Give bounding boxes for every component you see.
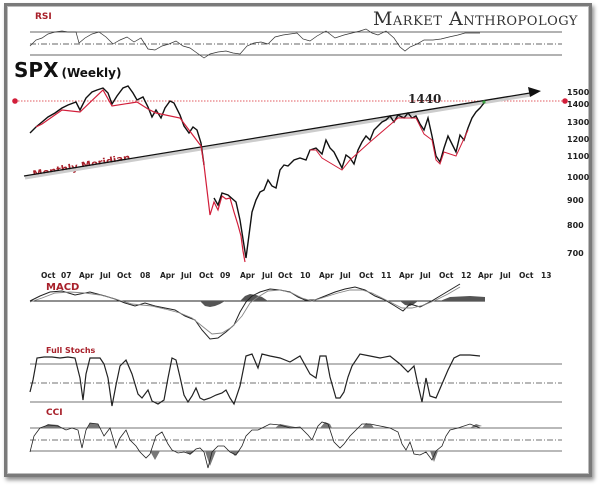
svg-text:08: 08 bbox=[140, 271, 150, 280]
svg-text:11: 11 bbox=[381, 271, 391, 280]
svg-text:Oct: Oct bbox=[278, 271, 293, 280]
svg-text:900: 900 bbox=[567, 196, 584, 205]
svg-text:1400: 1400 bbox=[567, 100, 590, 109]
macd-label: MACD bbox=[46, 282, 80, 293]
svg-text:1300: 1300 bbox=[567, 118, 590, 127]
svg-text:Jul: Jul bbox=[180, 271, 192, 280]
macd-panel bbox=[29, 283, 485, 340]
svg-text:1200: 1200 bbox=[567, 135, 590, 144]
svg-text:Jul: Jul bbox=[99, 271, 111, 280]
svg-text:13: 13 bbox=[541, 271, 551, 280]
svg-text:Apr: Apr bbox=[240, 271, 255, 280]
svg-text:Apr: Apr bbox=[399, 271, 414, 280]
level-label: 1440 bbox=[408, 92, 442, 106]
svg-text:Oct: Oct bbox=[41, 271, 56, 280]
svg-text:Oct: Oct bbox=[199, 271, 214, 280]
svg-text:Jul: Jul bbox=[499, 271, 511, 280]
price-panel: 1500 1400 1300 1200 1100 1000 900 800 70… bbox=[12, 85, 590, 280]
svg-text:1100: 1100 bbox=[567, 152, 590, 161]
y-tick-1500: 1500 bbox=[567, 88, 590, 97]
chart-title: SPX (Weekly) bbox=[14, 58, 121, 82]
x-axis: Oct 07 Apr Jul Oct 08 Apr Jul Oct 09 Apr Jul Oct 1… bbox=[41, 271, 551, 280]
brand-title: Market Anthropology bbox=[372, 8, 578, 30]
svg-text:09: 09 bbox=[220, 271, 230, 280]
svg-text:Apr: Apr bbox=[160, 271, 175, 280]
symbol-label: SPX bbox=[14, 58, 59, 82]
svg-text:Jul: Jul bbox=[339, 271, 351, 280]
svg-text:1000: 1000 bbox=[567, 173, 590, 182]
cci-panel bbox=[29, 421, 562, 469]
svg-text:Oct: Oct bbox=[519, 271, 534, 280]
svg-text:07: 07 bbox=[61, 271, 71, 280]
svg-text:Jul: Jul bbox=[261, 271, 273, 280]
svg-text:Oct: Oct bbox=[359, 271, 374, 280]
stochs-label: Full Stochs bbox=[46, 346, 96, 355]
rsi-label: RSI bbox=[35, 12, 52, 22]
chart-frame bbox=[4, 3, 592, 477]
stochs-panel bbox=[29, 353, 562, 407]
svg-text:Apr: Apr bbox=[319, 271, 334, 280]
period-label: (Weekly) bbox=[61, 66, 122, 80]
svg-text:Oct: Oct bbox=[439, 271, 454, 280]
cci-label: CCI bbox=[46, 408, 63, 418]
rsi-panel bbox=[29, 28, 562, 59]
svg-text:700: 700 bbox=[567, 249, 584, 258]
svg-text:Oct: Oct bbox=[117, 271, 132, 280]
svg-text:Apr: Apr bbox=[478, 271, 493, 280]
svg-text:Apr: Apr bbox=[79, 271, 94, 280]
svg-text:10: 10 bbox=[300, 271, 310, 280]
svg-text:Jul: Jul bbox=[419, 271, 431, 280]
svg-text:12: 12 bbox=[461, 271, 471, 280]
svg-text:800: 800 bbox=[567, 221, 584, 230]
